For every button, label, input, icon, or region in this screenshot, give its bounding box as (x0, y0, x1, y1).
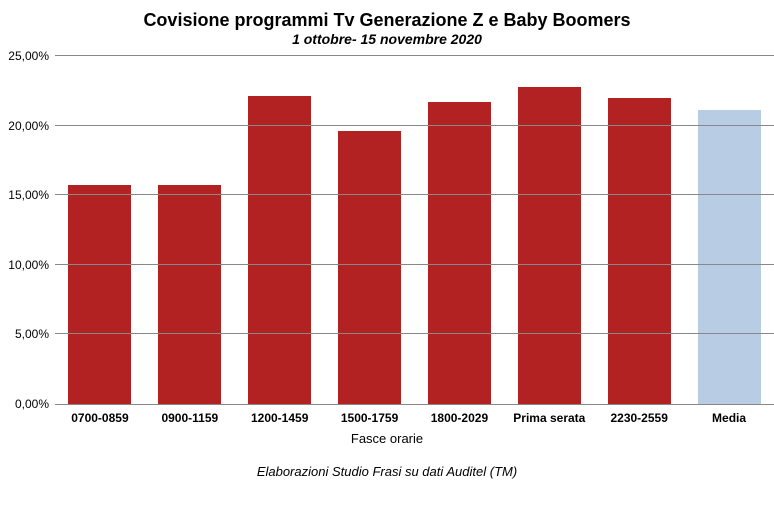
x-tick-label: 0900-1159 (145, 411, 235, 425)
bar-slot (504, 56, 594, 404)
chart-subtitle: 1 ottobre- 15 novembre 2020 (0, 31, 774, 47)
x-tick-label: Media (684, 411, 774, 425)
bar-slot (145, 56, 235, 404)
bar (158, 185, 221, 404)
chart-container: Covisione programmi Tv Generazione Z e B… (0, 0, 774, 516)
x-tick-label: 2230-2559 (594, 411, 684, 425)
bar-slot (684, 56, 774, 404)
bars-row (55, 56, 774, 404)
x-tick-label: 0700-0859 (55, 411, 145, 425)
bar (518, 87, 581, 404)
bar-slot (235, 56, 325, 404)
bar (428, 102, 491, 404)
y-tick-label: 25,00% (8, 49, 55, 63)
bar-slot (415, 56, 505, 404)
x-axis-title: Fasce orarie (0, 431, 774, 446)
plot-area: 0,00%5,00%10,00%15,00%20,00%25,00% (55, 55, 774, 405)
y-tick-label: 0,00% (15, 397, 55, 411)
y-tick-label: 5,00% (15, 327, 55, 341)
gridline (55, 125, 774, 126)
x-tick-label: 1500-1759 (325, 411, 415, 425)
gridline (55, 194, 774, 195)
bar (248, 96, 311, 404)
bar (338, 131, 401, 404)
bar (698, 110, 761, 404)
bar-slot (594, 56, 684, 404)
y-tick-label: 15,00% (8, 188, 55, 202)
bar-slot (55, 56, 145, 404)
y-tick-label: 10,00% (8, 258, 55, 272)
x-tick-label: 1800-2029 (415, 411, 505, 425)
x-tick-label: 1200-1459 (235, 411, 325, 425)
bar-slot (325, 56, 415, 404)
chart-title: Covisione programmi Tv Generazione Z e B… (0, 10, 774, 31)
bar (68, 185, 131, 404)
bar (608, 98, 671, 404)
y-tick-label: 20,00% (8, 119, 55, 133)
gridline (55, 333, 774, 334)
x-labels-row: 0700-08590900-11591200-14591500-17591800… (55, 411, 774, 425)
x-tick-label: Prima serata (504, 411, 594, 425)
chart-footer-note: Elaborazioni Studio Frasi su dati Audite… (0, 464, 774, 479)
gridline (55, 264, 774, 265)
